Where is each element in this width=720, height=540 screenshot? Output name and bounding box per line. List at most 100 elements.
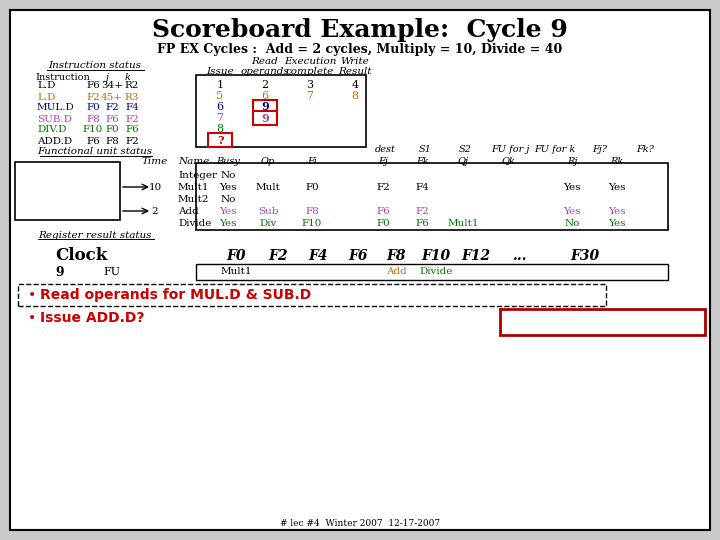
Text: complete: complete [286,68,334,77]
Text: FP EX Cycles :  Add = 2 cycles, Multiply = 10, Divide = 40: FP EX Cycles : Add = 2 cycles, Multiply … [158,44,562,57]
Text: No: No [220,194,235,204]
Text: 6: 6 [261,91,269,101]
Text: F2: F2 [269,249,288,263]
Text: Name: Name [178,157,210,165]
Text: Execution: Execution [284,57,336,66]
Text: Yes: Yes [608,206,626,215]
Bar [253,111,277,125]
Text: Scoreboard Example:  Cycle 9: Scoreboard Example: Cycle 9 [152,18,568,42]
Text: F4: F4 [125,104,139,112]
Text: 5: 5 [217,91,224,101]
Text: •: • [28,288,36,302]
Text: Rj: Rj [567,157,577,165]
Text: F6: F6 [86,137,100,145]
Text: 7: 7 [307,91,313,101]
Text: j: j [106,72,109,82]
Text: S2: S2 [459,145,472,154]
Text: FU: FU [104,267,120,277]
Bar [18,284,606,306]
Text: F6: F6 [415,219,429,227]
Text: •: • [28,311,36,325]
Text: ...: ... [513,249,527,263]
Text: Register result status: Register result status [38,231,152,240]
Text: (execution: (execution [42,194,92,204]
Text: F0: F0 [376,219,390,227]
Text: SUB.D: SUB.D [37,114,72,124]
Bar [253,100,277,114]
Text: next cycle): next cycle) [41,212,93,220]
Text: Fi: Fi [307,157,317,165]
Text: F12: F12 [462,249,490,263]
Text: 45+: 45+ [101,92,123,102]
Text: actually starts: actually starts [32,204,102,213]
Text: F0: F0 [305,183,319,192]
Text: Clock: Clock [55,247,107,265]
Bar [196,163,668,230]
Text: F6: F6 [125,125,139,134]
Text: Mult1: Mult1 [220,267,252,276]
Text: Yes: Yes [608,183,626,192]
Text: Result: Result [338,68,372,77]
Text: Issue ADD.D?: Issue ADD.D? [40,311,145,325]
Bar [15,162,120,220]
Text: 9: 9 [261,112,269,124]
Text: F2: F2 [105,104,119,112]
Text: 8: 8 [217,124,224,134]
Text: R2: R2 [125,82,139,91]
Text: F2: F2 [125,114,139,124]
Text: Read operands for MUL.D & SUB.D: Read operands for MUL.D & SUB.D [40,288,311,302]
Text: 9: 9 [261,102,269,112]
Text: F10: F10 [83,125,103,134]
Text: operands: operands [240,68,289,77]
Bar [196,75,366,147]
Text: FU for k: FU for k [534,145,575,154]
Text: ?: ? [217,135,223,145]
Text: F0: F0 [86,104,100,112]
Text: F2: F2 [376,183,390,192]
Bar [500,309,705,335]
Text: Fj: Fj [378,157,388,165]
Text: No: No [220,171,235,179]
Bar [196,264,668,280]
Text: Functional unit status: Functional unit status [37,147,153,157]
Text: Add: Add [386,267,406,276]
Text: FU for j: FU for j [491,145,529,154]
Text: DIV.D: DIV.D [37,125,66,134]
Text: F8: F8 [386,249,406,263]
Text: ?: ? [217,134,223,145]
Text: S1: S1 [418,145,431,154]
Text: F8: F8 [86,114,100,124]
Text: F6: F6 [348,249,368,263]
Text: Read: Read [251,57,279,66]
Text: Mult1: Mult1 [178,183,210,192]
Text: F4: F4 [308,249,328,263]
Text: Divide: Divide [419,267,453,276]
Text: F0: F0 [226,249,246,263]
Text: F8: F8 [305,206,319,215]
Text: ADD.D: ADD.D [37,137,72,145]
Text: Div: Div [259,219,276,227]
Text: # lec #4  Winter 2007  12-17-2007: # lec #4 Winter 2007 12-17-2007 [280,519,440,529]
Text: Op: Op [261,157,275,165]
Text: F30: F30 [570,249,600,263]
Text: Yes: Yes [220,183,237,192]
Text: Add: Add [178,206,199,215]
Text: k: k [125,72,131,82]
Text: Qj: Qj [457,157,469,165]
Text: 9: 9 [261,113,269,123]
Text: Integer: Integer [178,171,217,179]
Text: L.D: L.D [37,92,55,102]
Text: Divide: Divide [178,219,212,227]
Text: Issue: Issue [206,68,234,77]
Text: Sub: Sub [258,206,278,215]
Text: F2: F2 [86,92,100,102]
Text: Fj?: Fj? [593,145,608,154]
Text: Execution: Execution [44,165,90,174]
Text: MUL.D: MUL.D [37,104,75,112]
Text: Mult: Mult [256,183,280,192]
Text: L.D: L.D [37,82,55,91]
Text: F2: F2 [125,137,139,145]
Text: R3: R3 [125,92,139,102]
Text: 34+: 34+ [101,82,123,91]
Text: Fk?: Fk? [636,145,654,154]
